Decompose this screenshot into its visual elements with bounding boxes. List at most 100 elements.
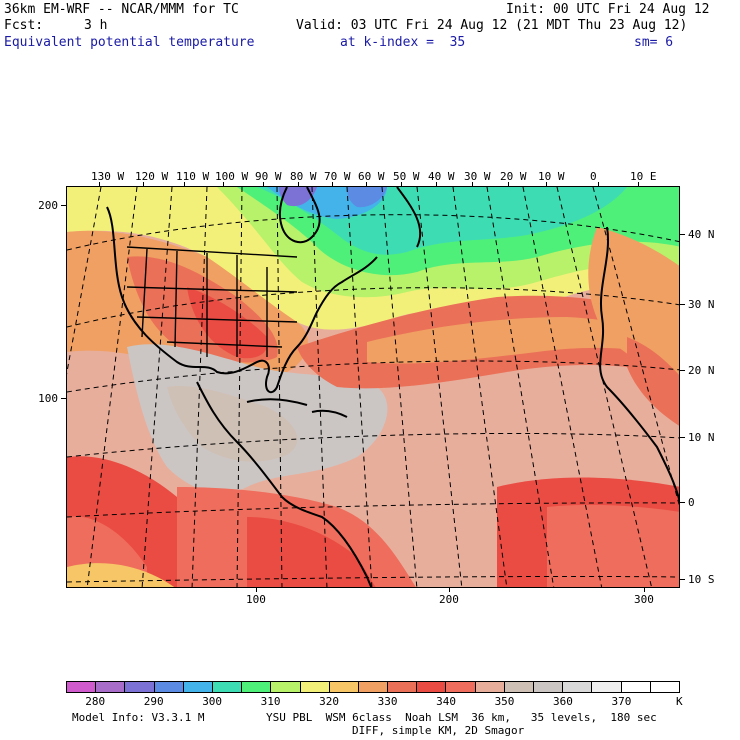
frame-tick: [644, 588, 645, 592]
frame-tick: [546, 182, 547, 186]
model-title: 36km EM-WRF -- NCAR/MMM for TC: [4, 2, 239, 17]
state-border-2: [174, 250, 178, 348]
frame-tick: [680, 304, 685, 305]
field-band-335-sahara: [627, 337, 679, 426]
colorbar-unit: K: [676, 695, 683, 708]
field-name: Equivalent potential temperature: [4, 35, 255, 50]
hudson-bay-coastline: [278, 187, 321, 244]
colorbar-swatch: [562, 682, 592, 692]
frame-tick: [472, 182, 473, 186]
colorbar-label: 320: [319, 695, 340, 708]
theta-e-field-map: [67, 187, 679, 587]
colorbar-swatch: [533, 682, 563, 692]
colorbar-swatch: [620, 682, 650, 692]
colorbar-swatch: [67, 682, 96, 692]
latitude-line-30n: [67, 287, 679, 328]
colorbar-swatch: [649, 682, 679, 692]
longitude-label: 40 W: [428, 170, 455, 183]
colorbar-label: 350: [494, 695, 515, 708]
state-border-7: [136, 316, 298, 323]
frame-tick: [99, 182, 100, 186]
longitude-label: 70 W: [324, 170, 351, 183]
greenland-labrador-coastline: [396, 187, 422, 248]
longitude-label: 60 W: [358, 170, 385, 183]
latitude-line-eq: [67, 502, 679, 518]
longitude-label: 50 W: [393, 170, 420, 183]
longitude-line-50w: [381, 187, 418, 587]
grid-x-label: 300: [634, 593, 654, 606]
frame-tick: [680, 370, 685, 371]
hispaniola-coastline: [311, 409, 348, 418]
frame-tick: [223, 182, 224, 186]
colorbar-swatch: [387, 682, 417, 692]
latitude-label: 10 N: [688, 431, 715, 444]
frame-tick: [61, 398, 66, 399]
colorbar-label: 310: [260, 695, 281, 708]
frame-tick: [680, 437, 685, 438]
frame-tick: [184, 182, 185, 186]
longitude-line-30w: [452, 187, 508, 587]
colorbar-label: 370: [611, 695, 632, 708]
latitude-line-10n: [67, 432, 679, 458]
longitude-line-40w: [416, 187, 463, 587]
colorbar-swatch: [328, 682, 358, 692]
state-border-6: [126, 286, 298, 293]
colorbar-swatch: [591, 682, 621, 692]
map-panel: [66, 186, 680, 588]
frame-tick: [143, 182, 144, 186]
colorbar-label: 300: [202, 695, 223, 708]
colorbar-swatch: [474, 682, 504, 692]
frame-tick: [366, 182, 367, 186]
frame-tick: [598, 182, 599, 186]
latitude-label: 0: [688, 496, 695, 509]
state-borders: [126, 246, 298, 357]
field-band-345-africa: [547, 504, 679, 587]
colorbar-swatch: [153, 682, 183, 692]
colorbar-swatch: [445, 682, 475, 692]
longitude-line-70w: [311, 187, 328, 587]
init-time: Init: 00 UTC Fri 24 Aug 12: [506, 2, 710, 17]
colorbar-swatch: [182, 682, 212, 692]
latitude-line-40n: [67, 214, 679, 251]
colorbar-swatch: [299, 682, 329, 692]
longitude-label: 0: [590, 170, 597, 183]
frame-tick: [436, 182, 437, 186]
longitude-line-80w: [276, 187, 283, 587]
frame-tick: [263, 182, 264, 186]
latitude-label: 10 S: [688, 573, 715, 586]
central-south-america-coastline: [196, 381, 373, 587]
grid-x-label: 100: [246, 593, 266, 606]
longitude-line-10e: [592, 187, 679, 507]
grid-y-label: 200: [38, 199, 58, 212]
field-band-290: [279, 187, 317, 207]
frame-tick: [680, 502, 685, 503]
longitude-label: 120 W: [135, 170, 169, 183]
latitude-label: 20 N: [688, 364, 715, 377]
latitude-line-10s: [67, 575, 679, 583]
frame-tick: [508, 182, 509, 186]
frame-tick: [256, 588, 257, 592]
colorbar-swatch: [503, 682, 533, 692]
latitude-label: 30 N: [688, 298, 715, 311]
longitude-label: 110 W: [176, 170, 210, 183]
grid-x-label: 200: [439, 593, 459, 606]
colorbar-label: 360: [553, 695, 573, 708]
field-band-330-europe: [588, 227, 679, 386]
grid-y-label: 100: [38, 392, 58, 405]
field-band-295: [347, 187, 387, 208]
diffusion-info: DIFF, simple KM, 2D Smagor: [352, 724, 525, 737]
field-band-325-pacific: [67, 563, 175, 587]
colorbar-swatch: [270, 682, 300, 692]
field-band-330-atlantic: [367, 317, 679, 364]
smoothing-info: sm= 6: [634, 35, 674, 50]
colorbar-swatch: [211, 682, 242, 692]
latitude-label: 40 N: [688, 228, 715, 241]
colorbar-label: 330: [377, 695, 398, 708]
longitude-label: 10 E: [630, 170, 657, 183]
longitude-label: 20 W: [500, 170, 527, 183]
frame-tick: [332, 182, 333, 186]
valid-time: Valid: 03 UTC Fri 24 Aug 12 (21 MDT Thu …: [296, 18, 688, 33]
frame-tick: [61, 205, 66, 206]
longitude-label: 80 W: [290, 170, 317, 183]
state-border-1: [141, 248, 148, 338]
